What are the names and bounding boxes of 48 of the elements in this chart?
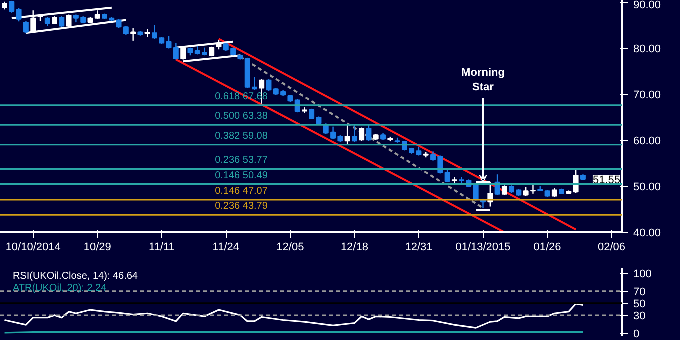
y-tick-label: 70.00	[634, 90, 662, 102]
line-series	[4, 303, 584, 329]
ref-line-label: 0.236 43.79	[215, 201, 268, 212]
y-tick-label: 0	[634, 328, 640, 340]
y-tick-label: 30	[634, 310, 646, 322]
annotation: Morning Star	[462, 66, 505, 94]
x-tick-label: 10/10/2014	[6, 242, 61, 254]
y-tick-label: 50	[634, 298, 646, 310]
ref-line-label: 0.146 47.07	[215, 186, 268, 198]
candlestick	[23, 20, 29, 34]
candlestick	[344, 124, 350, 146]
ref-line-label: 0.236 53.77	[215, 155, 268, 166]
candlestick	[366, 123, 372, 142]
y-tick-label: 90.00	[634, 0, 662, 12]
x-tick-label: 02/06	[598, 242, 626, 254]
y-tick-label: 60.00	[634, 136, 662, 148]
x-tick-label: 11/11	[148, 242, 175, 254]
y-tick-label: 100	[634, 268, 652, 280]
annotation: 51.55	[592, 174, 621, 186]
candlestick	[266, 78, 272, 92]
x-tick-label: 12/05	[276, 242, 304, 254]
candlestick	[359, 127, 365, 142]
candlestick	[173, 42, 179, 60]
ref-line-label: 0.382 59.08	[215, 130, 268, 142]
ref-line-label: 0.146 50.49	[215, 170, 268, 182]
candlestick	[9, 0, 15, 14]
candlestick	[309, 108, 315, 120]
y-tick-label: 50.00	[634, 182, 662, 194]
x-tick-label: 10/29	[84, 242, 112, 254]
x-tick-label: 01/26	[534, 242, 562, 254]
x-tick-label: 12/31	[405, 242, 433, 254]
candlestick	[573, 170, 579, 194]
x-tick-label: 11/24	[212, 242, 240, 254]
y-tick-label: 80.00	[634, 44, 662, 56]
ref-line-label: 0.500 63.38	[215, 111, 268, 122]
candlestick	[59, 16, 65, 28]
candlestick	[130, 28, 136, 42]
candlestick	[502, 185, 508, 196]
candlestick	[352, 124, 358, 143]
candlestick	[444, 169, 450, 184]
y-tick-label: 70	[634, 286, 646, 298]
text: RSI(UKOil.Close, 14): 46.64	[12, 271, 138, 282]
text: ATR(UKOil, 20): 2.24	[12, 282, 108, 294]
candlestick	[16, 8, 22, 22]
x-tick-label: 12/18	[340, 242, 368, 254]
candlestick	[166, 36, 172, 50]
x-tick-label: 01/13/2015	[456, 242, 511, 254]
y-tick-label: 40.00	[634, 228, 662, 240]
